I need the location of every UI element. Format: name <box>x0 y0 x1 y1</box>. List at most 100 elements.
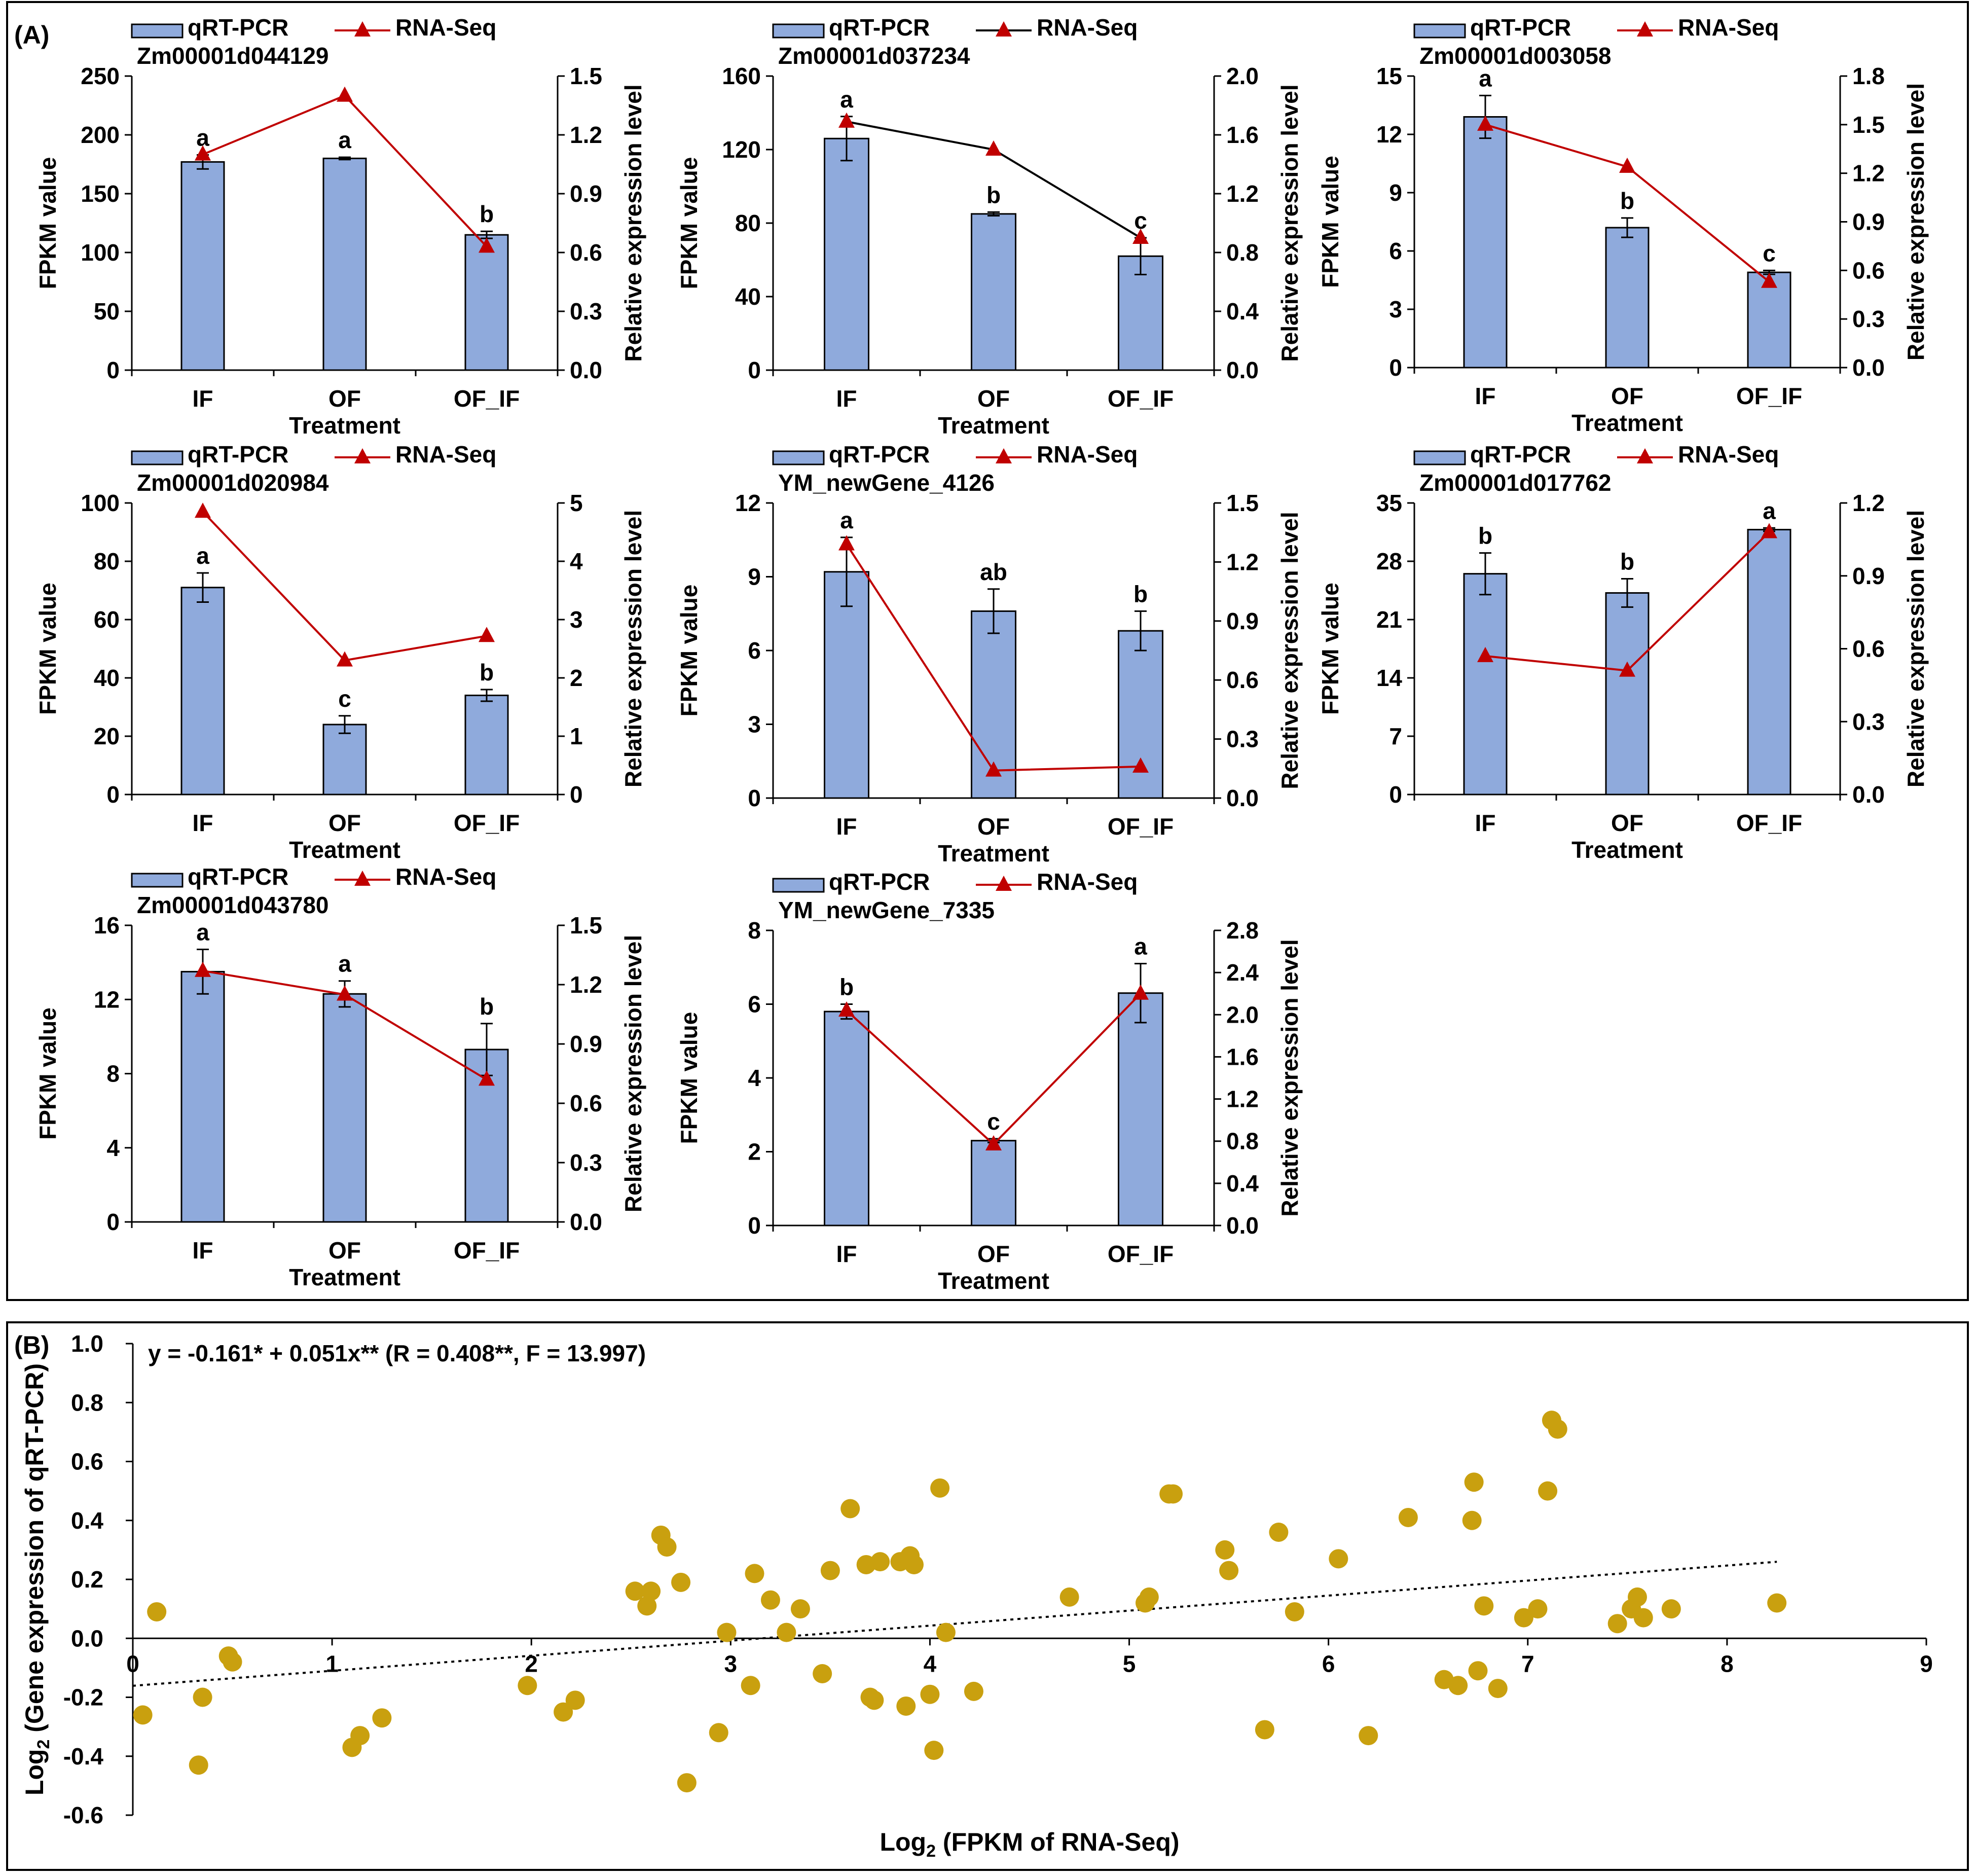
x-axis-label: Treatment <box>289 412 400 439</box>
y2-tick-label: 0.9 <box>1852 209 1885 235</box>
y2-tick-label: 1.6 <box>1226 1043 1259 1070</box>
y-tick-label: 6 <box>748 991 761 1018</box>
y2-tick-label: 0.3 <box>570 1149 602 1176</box>
significance-letter: a <box>840 507 853 533</box>
scatter-point <box>1464 1472 1484 1492</box>
rnaseq-marker <box>479 627 495 642</box>
y-tick-label: 12 <box>735 490 761 516</box>
legend-bar-swatch <box>1413 23 1466 39</box>
significance-letter: b <box>1478 523 1492 549</box>
y-tick-label: 4 <box>748 1065 761 1091</box>
y-tick-label: 80 <box>735 210 761 236</box>
legend-label-rnaseq: RNA-Seq <box>395 14 496 41</box>
legend-label-qrtpcr: qRT-PCR <box>829 869 930 895</box>
y2-tick-label: 1.2 <box>1226 1086 1259 1112</box>
significance-letter: b <box>986 182 1001 208</box>
legend-marker <box>996 21 1012 37</box>
y2-tick-label: 1.5 <box>570 63 602 89</box>
scatter-point <box>820 1561 840 1580</box>
rnaseq-marker <box>1761 523 1777 538</box>
scatter-point <box>1219 1561 1239 1580</box>
y-tick-label: 0 <box>1389 354 1402 381</box>
legend-marker <box>354 448 371 463</box>
y2-tick-label: 0.9 <box>570 181 602 207</box>
bar-OF_IF <box>1118 992 1163 1226</box>
scatter-point <box>840 1499 860 1519</box>
y-tick-label: 3 <box>1389 296 1402 322</box>
bar-IF <box>180 970 225 1223</box>
y-axis-label: FPKM value <box>1317 156 1343 288</box>
significance-letter: c <box>1763 240 1776 266</box>
y2-tick-label: 3 <box>570 606 583 633</box>
y-tick-label: 15 <box>1376 63 1402 89</box>
significance-letter: a <box>1479 65 1492 91</box>
scatter-y-tick-label: -0.4 <box>63 1743 104 1770</box>
bar-OF <box>971 213 1016 371</box>
y2-tick-label: 1.2 <box>1226 549 1259 575</box>
scatter-x-tick-label: 3 <box>724 1650 738 1677</box>
legend-label-rnaseq: RNA-Seq <box>1037 441 1138 467</box>
rnaseq-marker <box>838 535 855 551</box>
y-axis-label: FPKM value <box>676 585 702 717</box>
scatter-x-axis-label: Log2 (FPKM of RNA-Seq) <box>880 1828 1179 1861</box>
y-tick-label: 6 <box>1389 238 1402 264</box>
scatter-point <box>930 1478 950 1498</box>
y-tick-label: 50 <box>94 298 120 324</box>
panel-a-label: (A) <box>14 21 49 49</box>
rnaseq-marker <box>337 985 353 1001</box>
legend-label-rnaseq: RNA-Seq <box>395 863 496 890</box>
x-tick-label: OF_IF <box>454 1237 520 1264</box>
scatter-point <box>1398 1507 1418 1527</box>
significance-letter: a <box>840 86 853 113</box>
y2-tick-label: 1 <box>570 723 583 749</box>
bar-IF <box>1463 116 1508 369</box>
y-tick-label: 0 <box>106 781 120 808</box>
significance-letter: c <box>338 686 351 712</box>
y2-tick-label: 0.6 <box>570 1090 602 1116</box>
rnaseq-marker <box>195 961 211 977</box>
scatter-y-axis-label: Log2 (Gene expression of qRT-PCR) <box>20 1363 53 1795</box>
scatter-y-tick-label: 0.6 <box>71 1449 103 1475</box>
trendline <box>132 1561 1777 1687</box>
y2-tick-label: 0.0 <box>1226 785 1259 811</box>
scatter-point <box>1538 1481 1558 1501</box>
scatter-point <box>709 1723 728 1743</box>
x-tick-label: OF_IF <box>1736 383 1802 409</box>
scatter-point <box>189 1755 208 1775</box>
significance-letter: b <box>480 659 494 686</box>
rnaseq-marker <box>985 140 1002 156</box>
legend-marker <box>354 871 371 886</box>
legend-bar-swatch <box>131 23 184 39</box>
legend-label-qrtpcr: qRT-PCR <box>188 441 288 467</box>
scatter-point <box>133 1705 153 1725</box>
gene-name: Zm00001d017762 <box>1419 470 1612 496</box>
y2-tick-label: 4 <box>570 548 583 574</box>
scatter-y-tick-label: 0.4 <box>71 1507 103 1534</box>
y2-tick-label: 2.4 <box>1226 959 1259 986</box>
y-tick-label: 3 <box>748 711 761 738</box>
scatter-point <box>920 1684 940 1704</box>
scatter-point <box>1269 1523 1289 1542</box>
y2-tick-label: 2.0 <box>1226 1001 1259 1028</box>
scatter-y-tick-label: -0.6 <box>63 1802 103 1828</box>
scatter-point <box>745 1564 764 1583</box>
scatter-point <box>147 1602 167 1621</box>
bar-chart-3: 0 3 6 9 12 15 0.0 0.3 0.6 0.9 1.2 1.5 1.8 a IF b OF c OF_I… <box>1317 14 1929 436</box>
y2-tick-label: 0.0 <box>1852 781 1885 808</box>
significance-letter: a <box>196 543 209 569</box>
x-tick-label: IF <box>836 1241 857 1267</box>
scatter-y-tick-label: 1.0 <box>71 1330 103 1357</box>
scatter-point <box>637 1596 657 1616</box>
legend-bar-swatch <box>1413 450 1466 465</box>
legend-marker <box>1637 21 1653 37</box>
legend-label-rnaseq: RNA-Seq <box>1037 869 1138 895</box>
bar-IF <box>824 137 869 371</box>
rnaseq-marker <box>479 237 495 253</box>
rnaseq-marker <box>1132 757 1149 773</box>
y2-tick-label: 1.2 <box>1226 181 1259 207</box>
y2-tick-label: 0.3 <box>1852 708 1885 735</box>
scatter-point <box>870 1552 890 1572</box>
legend-marker <box>354 21 371 37</box>
scatter-point <box>350 1726 370 1746</box>
y-tick-label: 150 <box>81 181 120 207</box>
